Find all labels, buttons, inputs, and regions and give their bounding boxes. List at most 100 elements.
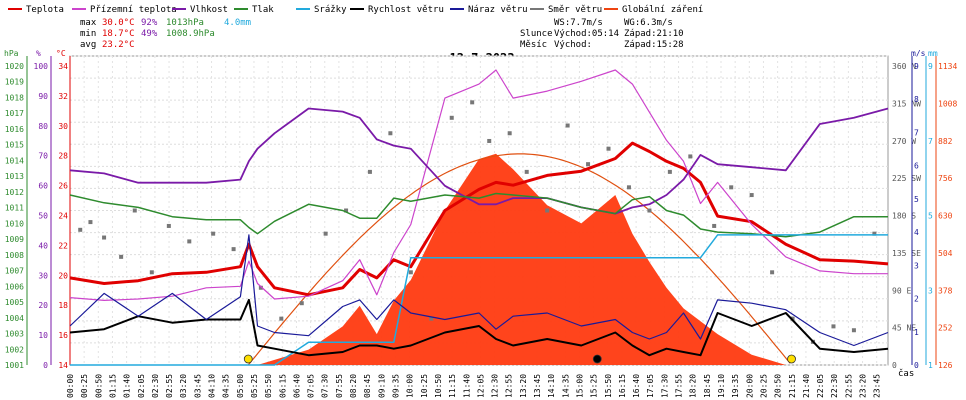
stat-max-temp: 30.0°C bbox=[102, 18, 135, 28]
hum-tick-label: 70 bbox=[38, 152, 48, 161]
legend-label: Rychlost větru bbox=[368, 5, 444, 15]
ms-tick-label: 7 bbox=[914, 128, 919, 137]
mm-unit: mm bbox=[928, 49, 938, 58]
x-tick-label: 10:50 bbox=[434, 374, 443, 398]
hpa-tick-label: 1002 bbox=[5, 345, 24, 354]
temp-tick-label: 28 bbox=[58, 152, 68, 161]
x-tick-label: 17:30 bbox=[660, 374, 669, 398]
hpa-tick-label: 1017 bbox=[5, 109, 24, 118]
wind-direction-point bbox=[831, 324, 836, 329]
hpa-tick-label: 1012 bbox=[5, 188, 24, 197]
stat-sun-label: Slunce bbox=[520, 29, 553, 39]
ms-tick-label: 8 bbox=[914, 95, 919, 104]
hpa-tick-label: 1005 bbox=[5, 298, 24, 307]
x-tick-label: 15:00 bbox=[575, 374, 584, 398]
x-tick-label: 11:40 bbox=[462, 374, 471, 398]
hpa-tick-label: 1008 bbox=[5, 251, 24, 260]
hpa-tick-label: 1020 bbox=[5, 62, 24, 71]
x-tick-label: 13:20 bbox=[519, 374, 528, 398]
stat-min-label: min bbox=[80, 29, 96, 39]
series-tlak-line bbox=[69, 192, 888, 238]
ms-tick-label: 3 bbox=[914, 261, 919, 270]
stat-sun-rise: Východ:05:14 bbox=[554, 29, 619, 39]
stat-min-hum: 49% bbox=[141, 29, 158, 39]
hpa-tick-label: 1015 bbox=[5, 141, 24, 150]
x-tick-label: 02:05 bbox=[137, 374, 146, 398]
x-tick-label: 15:25 bbox=[590, 374, 599, 398]
temp-tick-label: 18 bbox=[58, 301, 68, 310]
dir-tick-label: 270 W bbox=[892, 137, 916, 146]
x-tick-label: 18:20 bbox=[689, 374, 698, 398]
x-tick-label: 09:10 bbox=[377, 374, 386, 398]
x-tick-label: 03:20 bbox=[179, 374, 188, 398]
hum-tick-label: 20 bbox=[38, 301, 48, 310]
legend-label: Srážky bbox=[314, 5, 347, 15]
hum-tick-label: 40 bbox=[38, 241, 48, 250]
x-tick-label: 20:00 bbox=[745, 374, 754, 398]
legend-label: Teplota bbox=[26, 5, 64, 15]
stat-wg: WG:6.3m/s bbox=[624, 18, 673, 28]
x-tick-label: 21:40 bbox=[802, 374, 811, 398]
x-tick-label: 10:25 bbox=[420, 374, 429, 398]
dir-tick-label: 315 NW bbox=[892, 99, 921, 108]
sunset-marker bbox=[787, 354, 796, 364]
mm-tick-label: 9 bbox=[928, 62, 933, 71]
temp-tick-label: 34 bbox=[58, 62, 68, 71]
rad-tick-label: 378 bbox=[938, 286, 953, 295]
rad-tick-label: 126 bbox=[938, 361, 953, 370]
hpa-tick-label: 1016 bbox=[5, 125, 24, 134]
series-teplota-line bbox=[69, 141, 889, 297]
rad-tick-label: 756 bbox=[938, 174, 953, 183]
stat-avg-temp: 23.2°C bbox=[102, 40, 135, 50]
hpa-tick-label: 1011 bbox=[5, 204, 24, 213]
stat-min-press: 1008.9hPa bbox=[166, 29, 215, 39]
x-tick-label: 05:00 bbox=[236, 374, 245, 398]
stat-moon-label: Měsíc bbox=[520, 40, 547, 50]
rad-tick-label: 630 bbox=[938, 212, 953, 221]
x-tick-label: 22:30 bbox=[830, 374, 839, 398]
mm-tick-label: 5 bbox=[928, 212, 933, 221]
ms-tick-label: 2 bbox=[914, 295, 919, 304]
stat-rain: 4.0mm bbox=[224, 18, 251, 28]
stat-moon-rise: Východ: bbox=[554, 40, 592, 50]
x-unit: čas bbox=[898, 368, 914, 379]
dir-tick-label: 360 N bbox=[892, 62, 916, 71]
ms-unit: m/s bbox=[911, 49, 926, 58]
hpa-tick-label: 1014 bbox=[5, 156, 24, 165]
x-tick-label: 09:35 bbox=[392, 374, 401, 398]
series-rychlost-vetru-line bbox=[69, 298, 889, 357]
hpa-tick-label: 1004 bbox=[5, 314, 24, 323]
x-tick-label: 22:55 bbox=[844, 374, 853, 398]
series-globalni-zareni-area bbox=[70, 153, 888, 365]
x-tick-label: 04:35 bbox=[222, 374, 231, 398]
stat-min-temp: 18.7°C bbox=[102, 29, 135, 39]
wind-direction-point bbox=[388, 131, 393, 136]
series-vlhkost-line bbox=[69, 107, 889, 215]
wind-direction-point bbox=[211, 231, 216, 236]
stat-max-hum: 92% bbox=[141, 18, 158, 28]
x-tick-label: 12:30 bbox=[491, 374, 500, 398]
legend-label: Přízemní teplota bbox=[90, 5, 177, 15]
wind-direction-point bbox=[299, 301, 304, 306]
stat-max-press: 1013hPa bbox=[166, 18, 204, 28]
x-tick-label: 06:15 bbox=[278, 374, 287, 398]
plot-area bbox=[69, 69, 889, 366]
hpa-tick-label: 1009 bbox=[5, 235, 24, 244]
hum-tick-label: 30 bbox=[38, 271, 48, 280]
ms-tick-label: 1 bbox=[914, 328, 919, 337]
dir-tick-label: 90 E bbox=[892, 286, 911, 295]
wind-direction-point bbox=[187, 239, 192, 244]
x-tick-label: 08:20 bbox=[349, 374, 358, 398]
mm-tick-label: 7 bbox=[928, 137, 933, 146]
dir-tick-label: 135 SE bbox=[892, 249, 921, 258]
wind-direction-point bbox=[545, 208, 550, 213]
temp-tick-label: 30 bbox=[58, 122, 68, 131]
wind-direction-point bbox=[790, 316, 795, 321]
ms-tick-label: 4 bbox=[914, 228, 919, 237]
stat-max-label: max bbox=[80, 18, 97, 28]
stat-moon-set: Západ:15:28 bbox=[624, 40, 684, 50]
rad-tick-label: 504 bbox=[938, 249, 953, 258]
series-naraz-vetru-line bbox=[69, 234, 889, 347]
wind-direction-point bbox=[507, 131, 512, 136]
